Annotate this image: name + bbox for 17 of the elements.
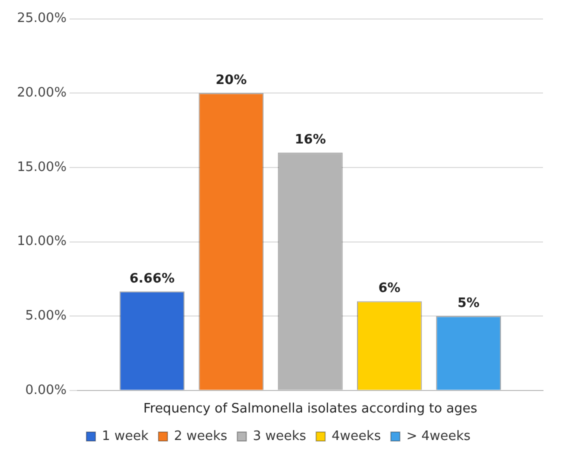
legend-label: > 4weeks [406, 428, 471, 444]
y-tick-label: 15.00% [16, 160, 67, 175]
y-tick-label: 25.00% [16, 11, 67, 26]
y-tick-label: 10.00% [16, 234, 67, 250]
data-label: 20% [216, 72, 247, 88]
data-label: 5% [457, 296, 480, 311]
y-tick-label: 0.00% [25, 382, 67, 398]
data-label: 16% [294, 132, 326, 148]
data-label: 6.66% [129, 271, 175, 286]
legend-label: 2 weeks [174, 428, 228, 444]
x-tick-label: Frequency of Salmonella isolates according to ages [143, 402, 478, 417]
y-tick-label: 20.00% [16, 85, 67, 100]
data-label: 6% [378, 281, 400, 296]
legend-label: 3 weeks [252, 428, 306, 444]
y-tick-label: 5.00% [25, 308, 67, 324]
legend-label: 4weeks [332, 428, 382, 444]
legend-label: 1 week [102, 428, 149, 444]
